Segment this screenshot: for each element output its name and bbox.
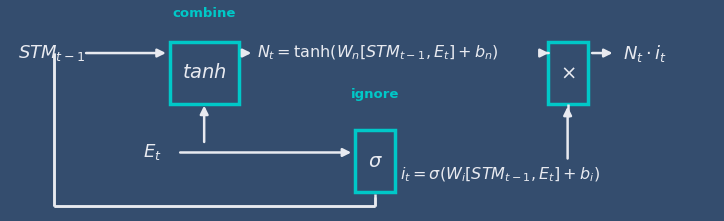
Text: $\sigma$: $\sigma$ <box>368 152 382 171</box>
Text: ignore: ignore <box>351 88 399 101</box>
Text: $N_t = \tanh(W_n[STM_{t-1}, E_t] + b_n)$: $N_t = \tanh(W_n[STM_{t-1}, E_t] + b_n)$ <box>257 44 499 62</box>
Text: $\times$: $\times$ <box>560 63 576 82</box>
FancyBboxPatch shape <box>355 130 395 192</box>
Text: $E_t$: $E_t$ <box>143 143 162 162</box>
FancyBboxPatch shape <box>169 42 239 104</box>
Text: $STM_{t-1}$: $STM_{t-1}$ <box>18 43 85 63</box>
Text: $N_t \cdot i_t$: $N_t \cdot i_t$ <box>623 42 667 64</box>
Text: combine: combine <box>172 7 236 20</box>
Text: $i_t = \sigma(W_i[STM_{t-1}, E_t] + b_i)$: $i_t = \sigma(W_i[STM_{t-1}, E_t] + b_i)… <box>400 165 599 184</box>
Text: $tanh$: $tanh$ <box>182 63 227 82</box>
FancyBboxPatch shape <box>547 42 588 104</box>
